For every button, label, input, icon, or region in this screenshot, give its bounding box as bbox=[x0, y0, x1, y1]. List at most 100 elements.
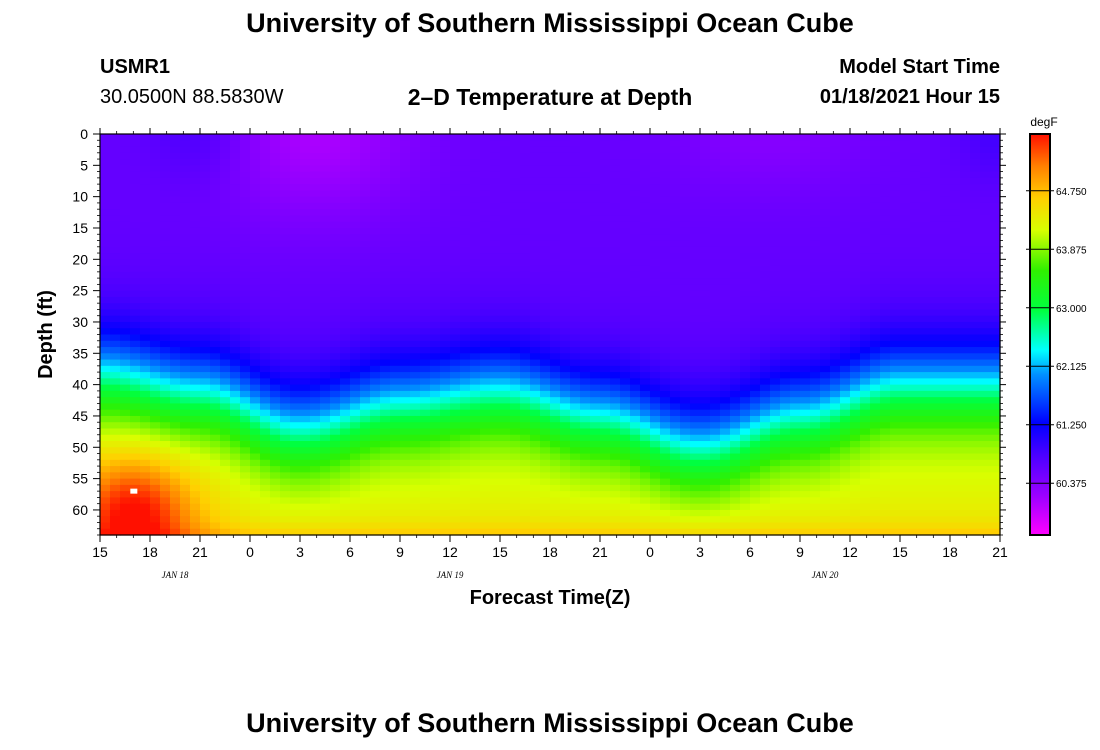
heatmap-cell bbox=[140, 296, 151, 304]
heatmap-cell bbox=[420, 315, 431, 323]
heatmap-cell bbox=[350, 259, 361, 267]
heatmap-cell bbox=[550, 491, 561, 499]
heatmap-cell bbox=[340, 472, 351, 480]
heatmap-cell bbox=[700, 234, 711, 242]
heatmap-cell bbox=[140, 484, 151, 492]
heatmap-cell bbox=[850, 271, 861, 279]
heatmap-cell bbox=[720, 309, 731, 317]
heatmap-cell bbox=[860, 209, 871, 217]
heatmap-cell bbox=[580, 372, 591, 379]
heatmap-cell bbox=[530, 353, 541, 361]
heatmap-cell bbox=[220, 196, 231, 204]
heatmap-cell bbox=[660, 497, 671, 505]
heatmap-cell bbox=[520, 484, 531, 492]
heatmap-cell bbox=[760, 246, 771, 254]
heatmap-cell bbox=[780, 303, 791, 311]
heatmap-cell bbox=[820, 365, 831, 373]
heatmap-cell bbox=[740, 202, 751, 210]
heatmap-cell bbox=[800, 196, 811, 204]
heatmap-cell bbox=[320, 265, 331, 273]
heatmap-cell bbox=[530, 159, 541, 166]
heatmap-cell bbox=[290, 234, 301, 242]
heatmap-cell bbox=[200, 466, 211, 473]
heatmap-cell bbox=[850, 478, 861, 486]
heatmap-cell bbox=[840, 347, 851, 354]
heatmap-cell bbox=[370, 296, 381, 304]
heatmap-cell bbox=[800, 497, 811, 505]
heatmap-cell bbox=[310, 284, 321, 292]
heatmap-cell bbox=[480, 315, 491, 323]
heatmap-cell bbox=[810, 321, 821, 329]
heatmap-cell bbox=[320, 227, 331, 235]
heatmap-cell bbox=[610, 478, 621, 486]
heatmap-cell bbox=[850, 321, 861, 329]
heatmap-cell bbox=[520, 397, 531, 405]
heatmap-cell bbox=[610, 152, 621, 160]
heatmap-cell bbox=[570, 303, 581, 311]
heatmap-cell bbox=[380, 378, 391, 386]
heatmap-cell bbox=[480, 403, 491, 411]
heatmap-cell bbox=[870, 221, 881, 229]
heatmap-cell bbox=[670, 246, 681, 254]
heatmap-cell bbox=[140, 478, 151, 486]
heatmap-cell bbox=[590, 340, 601, 348]
heatmap-cell bbox=[670, 227, 681, 235]
heatmap-cell bbox=[610, 340, 621, 348]
heatmap-cell bbox=[360, 152, 371, 160]
heatmap-cell bbox=[610, 434, 621, 442]
heatmap-cell bbox=[310, 409, 321, 417]
heatmap-cell bbox=[190, 441, 201, 448]
heatmap-cell bbox=[370, 509, 381, 517]
heatmap-cell bbox=[780, 441, 791, 448]
heatmap-cell bbox=[810, 353, 821, 361]
heatmap-cell bbox=[790, 484, 801, 492]
heatmap-cell bbox=[160, 284, 171, 292]
heatmap-cell bbox=[210, 491, 221, 499]
heatmap-cell bbox=[160, 271, 171, 279]
heatmap-cell bbox=[860, 378, 871, 386]
heatmap-cell bbox=[670, 472, 681, 480]
heatmap-cell bbox=[700, 190, 711, 198]
heatmap-cell bbox=[260, 209, 271, 217]
heatmap-cell bbox=[230, 284, 241, 292]
heatmap-cell bbox=[690, 321, 701, 329]
heatmap-cell bbox=[710, 466, 721, 473]
heatmap-cell bbox=[840, 334, 851, 342]
heatmap-cell bbox=[250, 459, 261, 467]
heatmap-cell bbox=[170, 422, 181, 430]
heatmap-cell bbox=[550, 503, 561, 511]
heatmap-cell bbox=[830, 403, 841, 411]
heatmap-cell bbox=[430, 441, 441, 448]
heatmap-cell bbox=[670, 359, 681, 367]
heatmap-cell bbox=[360, 453, 371, 461]
heatmap-cell bbox=[810, 303, 821, 311]
heatmap-cell bbox=[250, 397, 261, 405]
heatmap-cell bbox=[330, 378, 341, 386]
heatmap-cell bbox=[600, 422, 611, 430]
heatmap-cell bbox=[390, 466, 401, 473]
heatmap-cell bbox=[170, 447, 181, 455]
heatmap-cell bbox=[340, 227, 351, 235]
heatmap-cell bbox=[690, 278, 701, 285]
heatmap-cell bbox=[120, 528, 131, 536]
heatmap-cell bbox=[760, 328, 771, 336]
heatmap-cell bbox=[100, 290, 111, 298]
heatmap-cell bbox=[430, 246, 441, 254]
heatmap-cell bbox=[650, 441, 661, 448]
heatmap-cell bbox=[320, 378, 331, 386]
heatmap-cell bbox=[600, 259, 611, 267]
heatmap-cell bbox=[190, 284, 201, 292]
heatmap-cell bbox=[280, 415, 291, 423]
heatmap-cell bbox=[420, 165, 431, 173]
heatmap-cell bbox=[510, 315, 521, 323]
heatmap-cell bbox=[440, 334, 451, 342]
heatmap-cell bbox=[560, 478, 571, 486]
heatmap-cell bbox=[650, 309, 661, 317]
heatmap-cell bbox=[750, 403, 761, 411]
heatmap-cell bbox=[850, 390, 861, 398]
heatmap-cell bbox=[280, 184, 291, 191]
heatmap-cell bbox=[550, 196, 561, 204]
heatmap-cell bbox=[820, 165, 831, 173]
heatmap-cell bbox=[450, 196, 461, 204]
heatmap-cell bbox=[230, 434, 241, 442]
